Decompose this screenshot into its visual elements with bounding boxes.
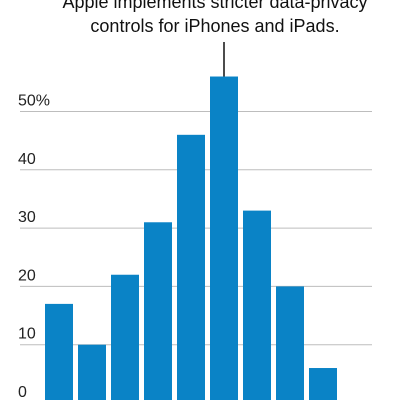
chart-annotation: Apple implements stricter data-privacy c… (15, 0, 400, 38)
bar-1 (45, 303, 73, 400)
y-tick-label-0: 0 (18, 384, 27, 400)
bar-8 (276, 286, 304, 400)
bar-2 (78, 344, 106, 400)
bar-3 (111, 274, 139, 400)
y-tick-label-10: 10 (18, 326, 36, 343)
y-tick-label-20: 20 (18, 267, 36, 284)
bar-5 (177, 134, 205, 400)
y-tick-label-50: 50% (18, 93, 50, 110)
annotation-line-2: controls for iPhones and iPads. (90, 16, 340, 36)
annotation-line-1: Apple implements stricter data-privacy (62, 0, 368, 12)
y-tick-label-40: 40 (18, 151, 36, 168)
bar-9 (309, 368, 337, 400)
bar-7 (243, 210, 271, 400)
bar-4 (144, 222, 172, 400)
bar-6 (210, 76, 238, 400)
y-tick-label-30: 30 (18, 209, 36, 226)
